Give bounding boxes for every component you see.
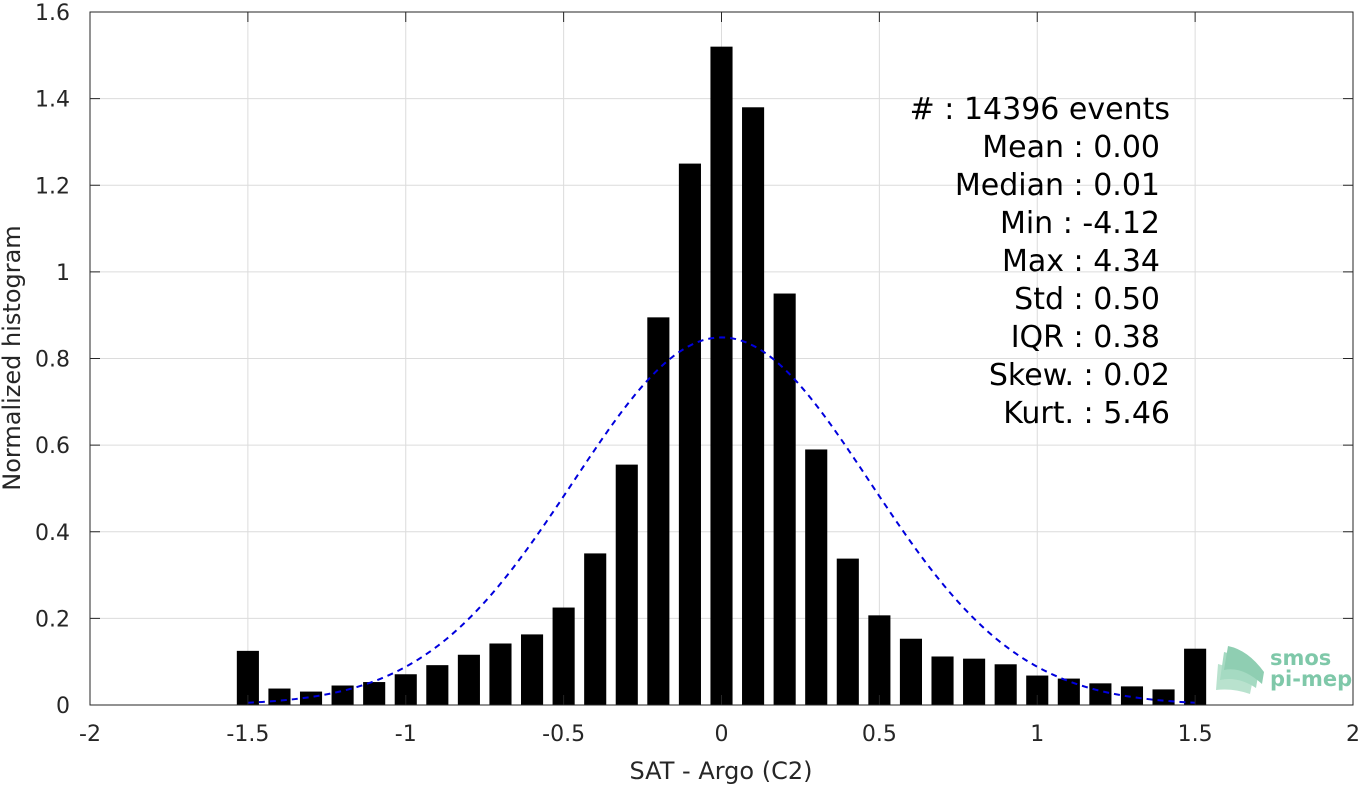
histogram-bar <box>742 107 765 706</box>
histogram-bar <box>426 665 449 705</box>
logo-wave-icon <box>1216 646 1264 694</box>
histogram-bar <box>994 664 1017 705</box>
smos-pi-mep-logo: smos pi-mep <box>1216 646 1352 694</box>
histogram-bar <box>268 688 291 705</box>
stat-median: Median : 0.01 <box>955 168 1160 203</box>
y-tick-label: 0 <box>56 694 70 719</box>
x-tick-label: -1.5 <box>226 722 269 747</box>
y-tick-label: 1 <box>56 261 70 286</box>
histogram-bar <box>710 46 733 705</box>
gaussian-fit-curve <box>247 336 1196 704</box>
histogram-bar <box>773 293 796 705</box>
histogram-bar <box>552 607 575 705</box>
x-tick-label: 1 <box>1030 722 1044 747</box>
histogram-bar <box>836 558 859 705</box>
histogram-bar <box>363 682 386 705</box>
x-tick-label: 0 <box>715 722 729 747</box>
histogram-bar <box>931 656 954 705</box>
stat-std: Std : 0.50 <box>1014 282 1160 317</box>
histogram-bar <box>457 654 480 705</box>
y-tick-label: 1.6 <box>35 1 70 26</box>
histogram-bar <box>299 691 323 705</box>
histogram-bar <box>868 615 891 705</box>
stat-mean: Mean : 0.00 <box>982 130 1160 165</box>
y-tick-label: 1.4 <box>35 88 70 113</box>
x-axis-label: SAT - Argo (C2) <box>630 757 813 785</box>
logo-text-smos: smos <box>1270 646 1331 670</box>
y-tick-label: 0.8 <box>35 348 70 373</box>
histogram-bar <box>1120 686 1144 705</box>
x-tick-label: 2 <box>1346 722 1360 747</box>
histogram-bar <box>394 674 417 705</box>
x-tick-labels: -2 -1.5 -1 -0.5 0 0.5 1 1.5 2 <box>79 722 1360 747</box>
histogram-bar <box>236 650 259 705</box>
logo-text-pi-mep: pi-mep <box>1270 667 1352 691</box>
histogram-bar <box>520 634 544 705</box>
y-tick-label: 0.6 <box>35 434 70 459</box>
histogram-bar <box>899 638 923 705</box>
histogram-bar <box>1089 683 1112 705</box>
x-tick-label: -1 <box>395 722 417 747</box>
histogram-bar <box>584 553 607 705</box>
axes <box>89 11 1354 706</box>
x-tick-label: 0.5 <box>862 722 897 747</box>
x-tick-label: 1.5 <box>1178 722 1213 747</box>
y-tick-label: 1.2 <box>35 174 70 199</box>
stat-min: Min : -4.12 <box>1000 206 1160 241</box>
x-tick-label: -2 <box>79 722 101 747</box>
histogram-bar <box>1057 678 1080 705</box>
stat-events: # : 14396 events <box>910 92 1170 127</box>
histogram-bar <box>647 317 670 705</box>
histogram-bar <box>615 464 638 705</box>
histogram-bar <box>489 643 512 705</box>
stat-max: Max : 4.34 <box>1002 244 1160 279</box>
y-tick-labels: 0 0.2 0.4 0.6 0.8 1 1.2 1.4 1.6 <box>35 1 70 719</box>
y-axis-label: Normalized histogram <box>0 225 26 490</box>
y-tick-label: 0.2 <box>35 607 70 632</box>
x-tick-label: -0.5 <box>542 722 585 747</box>
stat-skew: Skew. : 0.02 <box>989 358 1170 393</box>
stats-annotation: # : 14396 events Mean : 0.00 Median : 0.… <box>910 92 1170 431</box>
histogram-bar <box>805 449 828 705</box>
stat-iqr: IQR : 0.38 <box>1011 320 1160 355</box>
histogram-bar <box>1152 689 1175 705</box>
y-tick-label: 0.4 <box>35 521 70 546</box>
stat-kurt: Kurt. : 5.46 <box>1003 396 1170 431</box>
histogram-bar <box>1184 648 1207 705</box>
histogram-bar <box>678 163 701 705</box>
histogram-bar <box>963 658 986 705</box>
histogram-bar <box>1026 675 1049 705</box>
bars <box>236 46 1207 706</box>
